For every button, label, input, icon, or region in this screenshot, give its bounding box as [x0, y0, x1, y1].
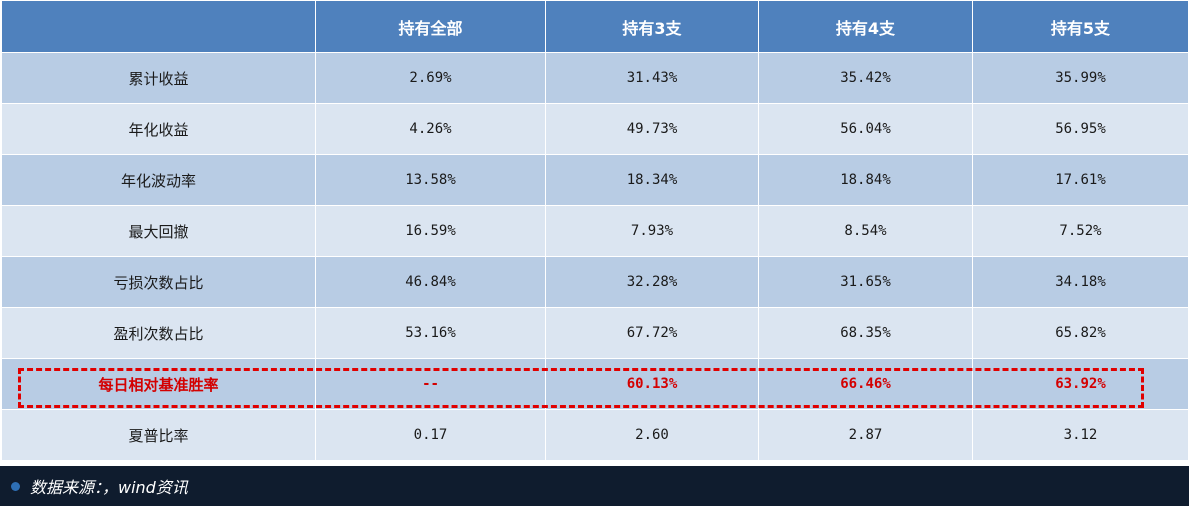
table-row: 年化收益 4.26% 49.73% 56.04% 56.95% [1, 103, 1189, 155]
table-cell: 18.84% [758, 154, 973, 206]
table-cell: 16.59% [315, 205, 546, 257]
table-cell: 4.26% [315, 103, 546, 155]
table-cell: 66.46% [758, 358, 973, 410]
table-cell: 35.99% [972, 52, 1189, 104]
header-cell-hold-4: 持有4支 [758, 0, 973, 53]
bullet-dot-icon [11, 481, 20, 491]
table-cell: 3.12 [972, 409, 1189, 461]
table-cell: 35.42% [758, 52, 973, 104]
table-row: 累计收益 2.69% 31.43% 35.42% 35.99% [1, 52, 1189, 104]
table-cell: 0.17 [315, 409, 546, 461]
footer: 数据来源：，wind资讯 [0, 466, 1189, 506]
table-row: 年化波动率 13.58% 18.34% 18.84% 17.61% [1, 154, 1189, 206]
table-cell: 8.54% [758, 205, 973, 257]
table-cell: 2.87 [758, 409, 973, 461]
table-cell: 2.60 [545, 409, 759, 461]
table-cell: 32.28% [545, 256, 759, 308]
table-row: 亏损次数占比 46.84% 32.28% 31.65% 34.18% [1, 256, 1189, 308]
table-row: 夏普比率 0.17 2.60 2.87 3.12 [1, 409, 1189, 461]
table-cell: -- [315, 358, 546, 410]
row-label: 亏损次数占比 [1, 256, 316, 308]
table-cell: 65.82% [972, 307, 1189, 359]
performance-table: 持有全部 持有3支 持有4支 持有5支 累计收益 2.69% 31.43% 35… [1, 0, 1189, 461]
header-cell-metric [1, 0, 316, 53]
header-cell-hold-all: 持有全部 [315, 0, 546, 53]
header-cell-hold-3: 持有3支 [545, 0, 759, 53]
row-label: 年化波动率 [1, 154, 316, 206]
table-cell: 46.84% [315, 256, 546, 308]
row-label: 年化收益 [1, 103, 316, 155]
table-cell: 17.61% [972, 154, 1189, 206]
table-cell: 56.04% [758, 103, 973, 155]
table-cell: 31.43% [545, 52, 759, 104]
table-cell: 18.34% [545, 154, 759, 206]
table-cell: 7.52% [972, 205, 1189, 257]
table-cell: 53.16% [315, 307, 546, 359]
row-label: 夏普比率 [1, 409, 316, 461]
table-cell: 2.69% [315, 52, 546, 104]
data-source-note: 数据来源：，wind资讯 [30, 478, 188, 497]
table-cell: 13.58% [315, 154, 546, 206]
table-cell: 56.95% [972, 103, 1189, 155]
table-header-row: 持有全部 持有3支 持有4支 持有5支 [1, 0, 1189, 53]
table-cell: 63.92% [972, 358, 1189, 410]
header-cell-hold-5: 持有5支 [972, 0, 1189, 53]
performance-table-container: 持有全部 持有3支 持有4支 持有5支 累计收益 2.69% 31.43% 35… [0, 0, 1189, 466]
table-cell: 67.72% [545, 307, 759, 359]
table-row: 最大回撤 16.59% 7.93% 8.54% 7.52% [1, 205, 1189, 257]
table-row: 盈利次数占比 53.16% 67.72% 68.35% 65.82% [1, 307, 1189, 359]
table-cell: 60.13% [545, 358, 759, 410]
table-cell: 34.18% [972, 256, 1189, 308]
table-cell: 68.35% [758, 307, 973, 359]
row-label: 每日相对基准胜率 [1, 358, 316, 410]
row-label: 累计收益 [1, 52, 316, 104]
table-cell: 31.65% [758, 256, 973, 308]
table-cell: 49.73% [545, 103, 759, 155]
table-row-highlighted: 每日相对基准胜率 -- 60.13% 66.46% 63.92% [1, 358, 1189, 410]
row-label: 最大回撤 [1, 205, 316, 257]
table-cell: 7.93% [545, 205, 759, 257]
row-label: 盈利次数占比 [1, 307, 316, 359]
